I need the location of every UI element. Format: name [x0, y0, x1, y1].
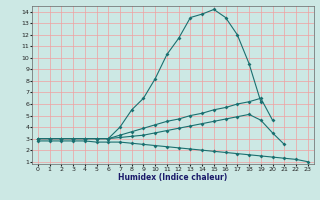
X-axis label: Humidex (Indice chaleur): Humidex (Indice chaleur) — [118, 173, 228, 182]
